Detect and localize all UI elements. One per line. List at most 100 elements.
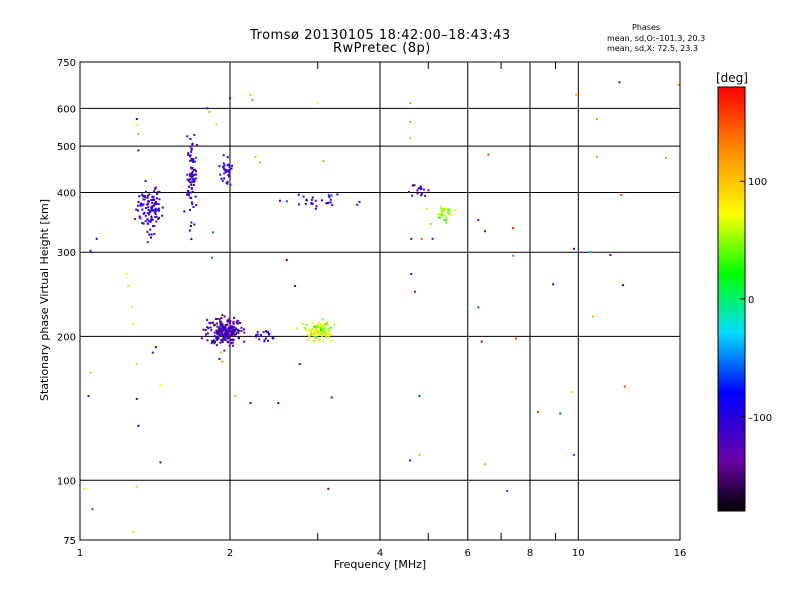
data-point: [208, 110, 211, 113]
data-point: [320, 328, 322, 331]
data-point: [228, 164, 230, 167]
data-point: [329, 340, 332, 342]
data-point: [409, 102, 412, 105]
data-point: [226, 340, 229, 343]
data-point: [431, 237, 434, 240]
data-point: [139, 217, 142, 220]
data-point: [146, 196, 149, 199]
data-point: [440, 206, 443, 209]
colorbar-unit: [deg]: [716, 71, 748, 85]
data-point: [279, 199, 281, 202]
data-point: [157, 207, 160, 210]
data-point: [148, 200, 150, 203]
data-point: [190, 184, 193, 186]
y-tick-label: 500: [57, 142, 76, 153]
data-point: [209, 322, 212, 325]
data-point: [150, 208, 153, 211]
data-point: [148, 233, 151, 236]
data-point: [484, 230, 487, 233]
data-point: [224, 170, 227, 173]
data-point: [229, 333, 232, 336]
data-point: [322, 340, 325, 343]
x-axis: 1 2 4 6 8 10 16: [77, 548, 687, 559]
data-point: [141, 194, 144, 197]
data-point: [413, 184, 416, 187]
data-point: [146, 218, 149, 221]
data-point: [222, 162, 225, 165]
data-point: [321, 330, 324, 332]
data-point: [328, 333, 331, 335]
data-point: [189, 173, 192, 176]
y-tick-label: 400: [57, 188, 76, 199]
x-tick-label: 10: [572, 548, 585, 559]
data-point: [235, 333, 237, 335]
data-point: [665, 157, 667, 160]
x-tick-label: 16: [674, 548, 687, 559]
data-point: [537, 410, 539, 413]
data-point: [158, 209, 161, 212]
data-point: [220, 317, 223, 320]
data-point: [329, 201, 332, 204]
data-point: [323, 330, 326, 333]
data-point: [232, 320, 235, 323]
data-point: [441, 211, 444, 214]
data-point: [327, 194, 330, 197]
data-point: [447, 209, 450, 212]
data-point: [187, 152, 190, 155]
data-point: [135, 208, 138, 211]
data-point: [572, 247, 575, 250]
data-point: [225, 335, 228, 338]
data-point: [411, 194, 414, 197]
data-point: [311, 321, 314, 324]
data-point: [409, 459, 412, 462]
data-point: [159, 384, 162, 387]
data-point: [189, 138, 192, 140]
data-point: [320, 332, 323, 335]
phases-o-stats: mean, sd,O:–101.3, 20.3: [607, 34, 706, 43]
data-point: [211, 256, 213, 259]
x-tick-label: 2: [227, 548, 233, 559]
data-point: [358, 200, 361, 203]
data-point: [228, 175, 231, 178]
data-point: [228, 321, 231, 324]
data-point: [190, 167, 193, 169]
data-point: [226, 169, 229, 172]
data-point: [215, 123, 218, 126]
data-point: [298, 203, 300, 206]
data-point: [142, 198, 145, 201]
data-point: [150, 199, 153, 201]
data-point: [223, 335, 226, 338]
data-point: [139, 204, 142, 207]
data-point: [443, 214, 446, 217]
data-point: [420, 192, 423, 195]
data-point: [222, 167, 225, 170]
data-point: [146, 230, 149, 233]
data-point: [149, 221, 152, 223]
data-point: [324, 326, 326, 329]
data-point: [230, 326, 233, 328]
data-point: [484, 463, 487, 466]
data-point: [189, 196, 192, 199]
data-point: [440, 207, 443, 210]
data-point: [313, 330, 316, 333]
data-point: [205, 333, 207, 336]
data-point: [251, 98, 254, 101]
x-tick-label: 1: [77, 548, 83, 559]
data-point: [154, 346, 157, 348]
data-point: [149, 228, 152, 231]
data-point: [422, 188, 425, 191]
x-tick-label: 4: [377, 548, 383, 559]
data-point: [254, 155, 257, 158]
data-point: [303, 327, 306, 330]
data-point: [285, 200, 288, 203]
data-point: [218, 326, 221, 329]
data-point: [329, 326, 332, 329]
data-point: [187, 178, 190, 181]
data-point: [218, 165, 221, 168]
data-point: [249, 402, 252, 405]
data-point: [146, 203, 149, 206]
data-point: [229, 97, 231, 100]
data-point: [323, 328, 326, 331]
data-point: [147, 206, 150, 209]
